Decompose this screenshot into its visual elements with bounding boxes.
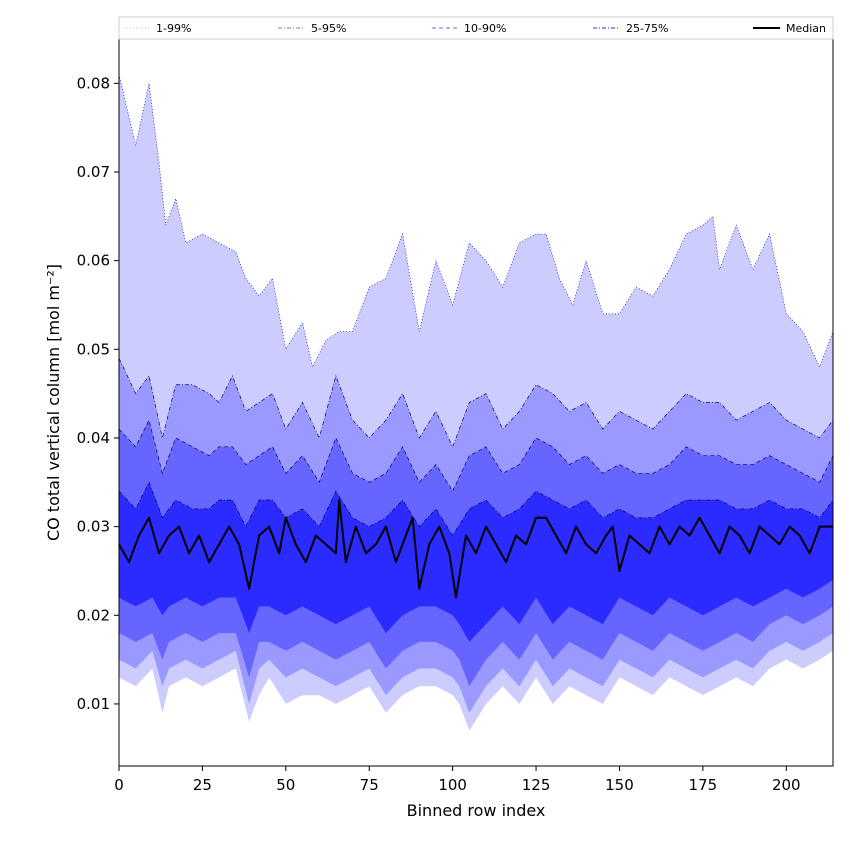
x-tick-label: 100 bbox=[438, 776, 467, 794]
x-tick-label: 125 bbox=[522, 776, 551, 794]
legend-label-5-95%: 5-95% bbox=[311, 22, 346, 35]
y-tick-label: 0.01 bbox=[77, 695, 110, 713]
y-axis: 0.01 0.02 0.03 0.04 0.05 0.06 0.07 0.08 bbox=[77, 74, 119, 713]
median-line bbox=[118, 499, 833, 599]
median-layer bbox=[118, 499, 833, 599]
y-tick-label: 0.07 bbox=[77, 163, 110, 181]
x-tick-label: 25 bbox=[193, 776, 212, 794]
x-axis: 0 25 50 75 100 125 150 175 200 bbox=[114, 766, 801, 794]
x-tick-label: 0 bbox=[114, 776, 124, 794]
x-tick-label: 175 bbox=[689, 776, 718, 794]
legend-label-1-99%: 1-99% bbox=[156, 22, 191, 35]
legend-label-10-90%: 10-90% bbox=[464, 22, 506, 35]
legend-box bbox=[118, 16, 834, 40]
band-edge-upper-10-90% bbox=[118, 419, 834, 492]
x-tick-label: 200 bbox=[772, 776, 801, 794]
y-tick-label: 0.06 bbox=[77, 252, 110, 270]
legend-label-Median: Median bbox=[786, 22, 826, 35]
y-tick-label: 0.02 bbox=[77, 606, 110, 624]
x-tick-label: 50 bbox=[276, 776, 295, 794]
band-edge-upper-5-95% bbox=[118, 358, 834, 448]
y-tick-label: 0.03 bbox=[77, 518, 110, 536]
band-25-75% bbox=[119, 482, 833, 642]
legend-label-25-75%: 25-75% bbox=[626, 22, 668, 35]
y-axis-label: CO total vertical column [mol m⁻²] bbox=[44, 264, 63, 541]
x-tick-label: 150 bbox=[605, 776, 634, 794]
band-edge-upper-25-75% bbox=[118, 481, 834, 537]
y-tick-label: 0.04 bbox=[77, 429, 110, 447]
y-tick-label: 0.05 bbox=[77, 340, 110, 358]
legend: 1-99% 5-95% 10-90% 25-75% Median bbox=[118, 16, 834, 40]
x-tick-label: 75 bbox=[360, 776, 379, 794]
y-tick-label: 0.08 bbox=[77, 74, 110, 92]
percentile-bands bbox=[118, 74, 834, 731]
x-axis-label: Binned row index bbox=[407, 801, 546, 820]
